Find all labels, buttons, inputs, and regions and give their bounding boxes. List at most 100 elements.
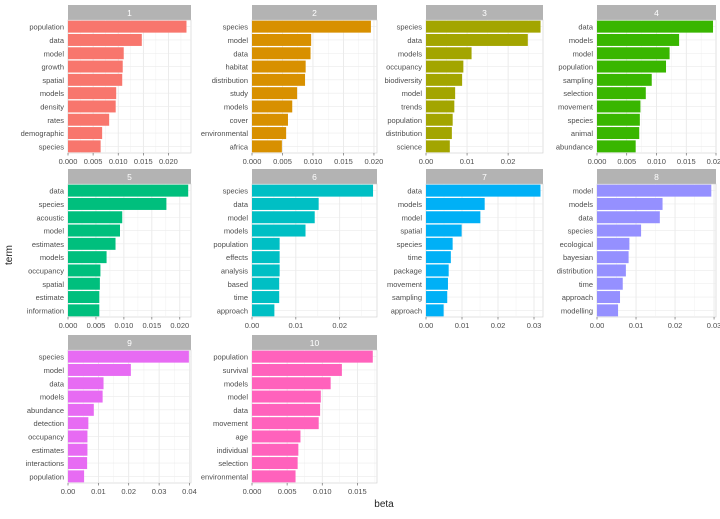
bar-package [426, 264, 449, 277]
term-label: models [40, 89, 64, 98]
facet-strip-label: 6 [312, 172, 317, 182]
bar-model [426, 211, 481, 224]
bar-models [252, 100, 293, 113]
term-label: movement [558, 102, 594, 111]
facet-strip [68, 169, 191, 184]
bar-model [597, 184, 712, 197]
term-label: animal [571, 129, 593, 138]
facet-strip-label: 9 [127, 338, 132, 348]
term-label: model [228, 213, 249, 222]
bar-models [252, 224, 306, 237]
x-tick-label: 0.01 [91, 487, 106, 496]
term-label: estimates [32, 446, 64, 455]
bar-biodiversity [426, 73, 463, 86]
term-label: age [235, 432, 248, 441]
bar-model [252, 33, 312, 46]
facet-panel-6: 6 species data model models population effects… [213, 169, 378, 330]
x-tick-label: 0.01 [455, 321, 470, 330]
bar-acoustic [68, 211, 123, 224]
x-tick-label: 0.010 [647, 157, 666, 166]
bar-analysis [252, 264, 280, 277]
x-tick-label: 0.01 [289, 321, 304, 330]
term-label: population [387, 116, 422, 125]
x-tick-label: 0.015 [677, 157, 696, 166]
term-label: species [223, 23, 249, 32]
term-label: demographic [21, 129, 65, 138]
bar-ecological [597, 237, 630, 250]
bar-model [68, 363, 131, 376]
bar-species [68, 350, 189, 363]
term-label: approach [562, 293, 593, 302]
bar-spatial [426, 224, 462, 237]
bar-time [252, 291, 280, 304]
term-label: movement [213, 419, 249, 428]
bar-data [252, 197, 319, 210]
x-tick-label: 0.01 [629, 321, 644, 330]
bar-environmental [252, 127, 287, 140]
x-tick-label: 0.020 [707, 157, 720, 166]
bar-estimate [68, 291, 100, 304]
facet-panel-7: 7 data models model spatial species time packag… [387, 169, 544, 330]
bar-models [597, 197, 663, 210]
bar-model [68, 47, 124, 60]
facet-panel-3: 3 species data models occupancy biodiversity m… [384, 5, 544, 166]
x-tick-label: 0.02 [121, 487, 136, 496]
x-tick-label: 0.03 [152, 487, 167, 496]
facet-strip [597, 5, 716, 20]
term-label: data [407, 187, 422, 196]
bar-data [597, 20, 714, 33]
x-tick-label: 0.00 [419, 157, 434, 166]
term-label: models [224, 102, 248, 111]
x-tick-label: 0.015 [134, 157, 153, 166]
bar-model [252, 390, 321, 403]
bar-population [68, 20, 187, 33]
x-tick-label: 0.000 [59, 321, 78, 330]
term-label: population [558, 63, 593, 72]
bar-approach [426, 304, 444, 317]
term-label: environmental [201, 472, 248, 481]
bar-model [426, 87, 456, 100]
bar-model [68, 224, 120, 237]
term-label: distribution [557, 266, 593, 275]
bar-trends [426, 100, 455, 113]
term-label: data [233, 406, 248, 415]
facet-strip-label: 3 [482, 8, 487, 18]
term-label: models [569, 200, 593, 209]
facet-panel-2: 2 species model data habitat distribution stud… [201, 5, 383, 166]
bar-species [68, 197, 167, 210]
facet-strip-label: 5 [127, 172, 132, 182]
term-label: distribution [386, 129, 422, 138]
bar-species [426, 20, 541, 33]
x-tick-label: 0.015 [348, 487, 367, 496]
bar-data [68, 33, 142, 46]
term-label: models [224, 227, 248, 236]
bar-demographic [68, 127, 103, 140]
bar-occupancy [68, 264, 101, 277]
bar-population [252, 350, 373, 363]
term-label: data [233, 200, 248, 209]
term-label: analysis [221, 266, 248, 275]
bar-models [68, 87, 117, 100]
bar-science [426, 140, 450, 153]
bar-movement [252, 417, 319, 430]
term-label: package [394, 266, 422, 275]
bar-modelling [597, 304, 619, 317]
bar-species [252, 184, 374, 197]
y-axis-title: term [4, 245, 15, 265]
bar-study [252, 87, 298, 100]
term-label: selection [218, 459, 248, 468]
term-label: distribution [212, 76, 248, 85]
bar-sampling [426, 291, 448, 304]
bar-distribution [252, 73, 306, 86]
facet-strip [252, 169, 377, 184]
term-label: modelling [561, 306, 593, 315]
term-label: abundance [27, 406, 64, 415]
term-label: model [573, 49, 594, 58]
bar-species [68, 140, 101, 153]
term-label: based [228, 280, 248, 289]
facet-strip [426, 5, 543, 20]
term-label: models [398, 49, 422, 58]
bar-bayesian [597, 251, 629, 264]
facet-strip-label: 10 [310, 338, 320, 348]
bar-animal [597, 127, 640, 140]
